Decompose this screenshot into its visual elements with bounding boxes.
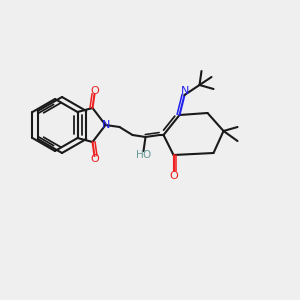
Text: O: O <box>169 171 178 181</box>
Text: N: N <box>181 86 190 96</box>
Text: O: O <box>90 86 99 96</box>
Text: O: O <box>142 150 151 160</box>
Text: H: H <box>136 150 143 160</box>
Text: O: O <box>90 154 99 164</box>
Text: N: N <box>102 120 111 130</box>
